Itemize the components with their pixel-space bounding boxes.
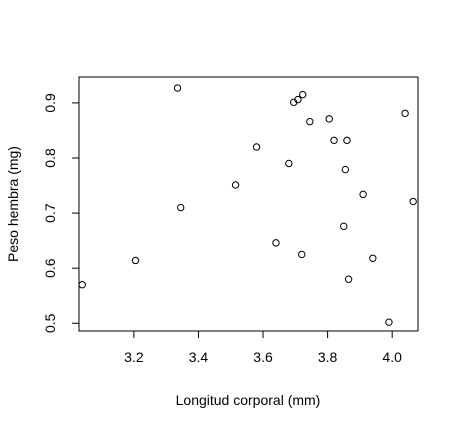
data-point bbox=[252, 143, 261, 151]
data-point bbox=[325, 115, 333, 123]
x-tick-label: 4.0 bbox=[382, 349, 402, 365]
data-point bbox=[131, 256, 140, 265]
x-tick-label: 3.4 bbox=[189, 349, 209, 365]
data-point bbox=[330, 136, 338, 145]
data-point bbox=[78, 281, 86, 289]
data-point bbox=[369, 254, 377, 262]
y-axis: 0.5 0.6 0.7 0.8 0.9 bbox=[42, 93, 80, 333]
x-axis-label: Longitud corporal (mm) bbox=[176, 392, 321, 408]
y-tick-label: 0.5 bbox=[42, 313, 58, 333]
y-axis-label: Peso hembra (mg) bbox=[5, 146, 21, 262]
data-point bbox=[299, 90, 307, 99]
data-point bbox=[401, 109, 409, 118]
data-point bbox=[340, 222, 348, 231]
x-tick-label: 3.8 bbox=[318, 349, 338, 365]
x-tick-label: 3.2 bbox=[124, 349, 144, 365]
y-tick-label: 0.8 bbox=[42, 148, 58, 168]
x-tick-label: 3.6 bbox=[253, 349, 273, 365]
data-point bbox=[177, 203, 185, 212]
y-tick-label: 0.7 bbox=[42, 203, 58, 223]
data-point bbox=[306, 117, 314, 126]
data-point bbox=[359, 190, 367, 199]
y-tick-label: 0.9 bbox=[42, 93, 58, 113]
data-point bbox=[344, 275, 353, 283]
data-point bbox=[285, 159, 293, 168]
x-axis: 3.2 3.4 3.6 3.8 4.0 bbox=[124, 330, 402, 365]
data-point bbox=[409, 197, 417, 206]
data-point bbox=[343, 136, 351, 145]
plot-frame bbox=[78, 76, 419, 332]
data-point bbox=[385, 318, 393, 326]
data-point bbox=[294, 95, 302, 104]
data-point bbox=[298, 250, 306, 259]
data-point bbox=[231, 181, 240, 189]
data-points bbox=[78, 84, 417, 326]
data-point bbox=[173, 84, 182, 92]
y-tick-label: 0.6 bbox=[42, 258, 58, 278]
data-point bbox=[272, 239, 280, 247]
data-point bbox=[341, 165, 350, 174]
